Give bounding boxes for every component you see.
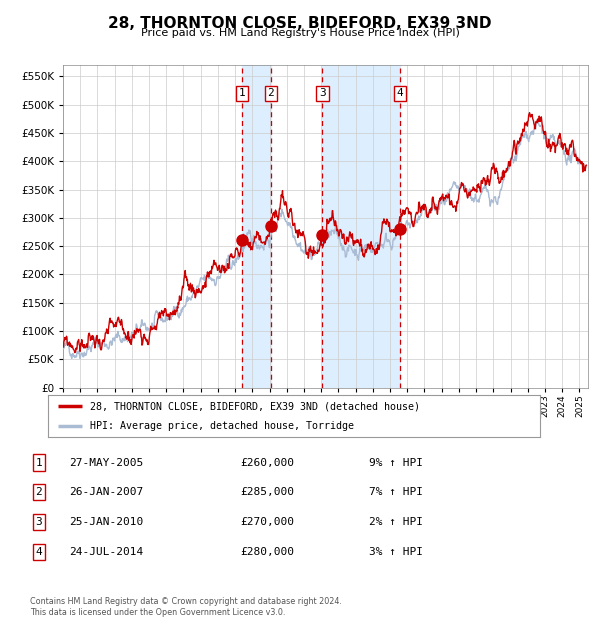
Text: £270,000: £270,000 (240, 517, 294, 527)
Text: 4: 4 (35, 547, 43, 557)
Text: 28, THORNTON CLOSE, BIDEFORD, EX39 3ND: 28, THORNTON CLOSE, BIDEFORD, EX39 3ND (108, 16, 492, 30)
Text: 9% ↑ HPI: 9% ↑ HPI (369, 458, 423, 467)
Bar (322, 65, 400, 388)
Text: £285,000: £285,000 (240, 487, 294, 497)
Text: 1: 1 (35, 458, 43, 467)
Text: 2% ↑ HPI: 2% ↑ HPI (369, 517, 423, 527)
Text: 2: 2 (35, 487, 43, 497)
Text: £260,000: £260,000 (240, 458, 294, 467)
Text: Contains HM Land Registry data © Crown copyright and database right 2024.
This d: Contains HM Land Registry data © Crown c… (30, 598, 342, 617)
Text: 3: 3 (319, 89, 326, 99)
Text: 1: 1 (239, 89, 245, 99)
Text: 3: 3 (35, 517, 43, 527)
Text: 4: 4 (397, 89, 403, 99)
Text: 28, THORNTON CLOSE, BIDEFORD, EX39 3ND (detached house): 28, THORNTON CLOSE, BIDEFORD, EX39 3ND (… (90, 401, 420, 411)
Bar (242, 65, 271, 388)
Text: 7% ↑ HPI: 7% ↑ HPI (369, 487, 423, 497)
Text: 24-JUL-2014: 24-JUL-2014 (69, 547, 143, 557)
Text: 27-MAY-2005: 27-MAY-2005 (69, 458, 143, 467)
Text: HPI: Average price, detached house, Torridge: HPI: Average price, detached house, Torr… (90, 421, 354, 431)
Text: 3% ↑ HPI: 3% ↑ HPI (369, 547, 423, 557)
Text: 2: 2 (268, 89, 274, 99)
Text: 26-JAN-2007: 26-JAN-2007 (69, 487, 143, 497)
Text: 25-JAN-2010: 25-JAN-2010 (69, 517, 143, 527)
Text: Price paid vs. HM Land Registry's House Price Index (HPI): Price paid vs. HM Land Registry's House … (140, 28, 460, 38)
Text: £280,000: £280,000 (240, 547, 294, 557)
